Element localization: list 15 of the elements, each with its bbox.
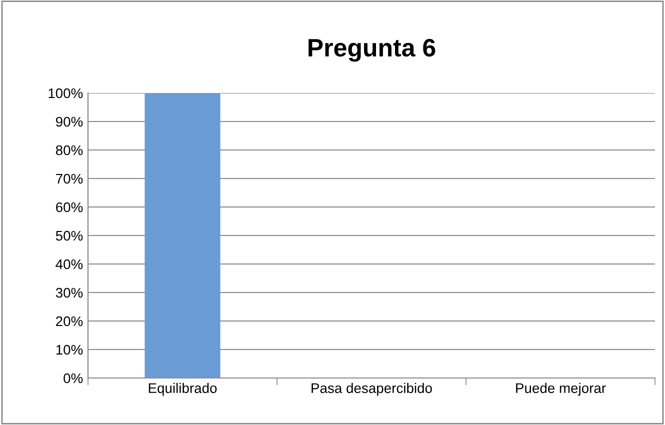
y-tick-label: 50% bbox=[56, 230, 83, 241]
chart-title: Pregunta 6 bbox=[308, 38, 436, 62]
y-tick-label: 0% bbox=[64, 373, 83, 384]
y-tick-label: 80% bbox=[56, 145, 83, 156]
x-tick-label: Pasa desapercibido bbox=[312, 382, 432, 396]
y-tick-label: 90% bbox=[56, 116, 83, 127]
y-tick-label: 100% bbox=[48, 88, 83, 98]
y-tick-label: 10% bbox=[56, 344, 83, 355]
x-tick-label: Puede mejorar bbox=[516, 382, 606, 396]
x-tick-label: Equilibrado bbox=[148, 382, 217, 396]
y-tick-label: 30% bbox=[56, 288, 83, 298]
y-tick-label: 40% bbox=[56, 259, 83, 270]
y-tick-label: 60% bbox=[56, 202, 83, 212]
y-tick-label: 20% bbox=[56, 316, 83, 326]
y-tick-label: 70% bbox=[56, 174, 83, 184]
